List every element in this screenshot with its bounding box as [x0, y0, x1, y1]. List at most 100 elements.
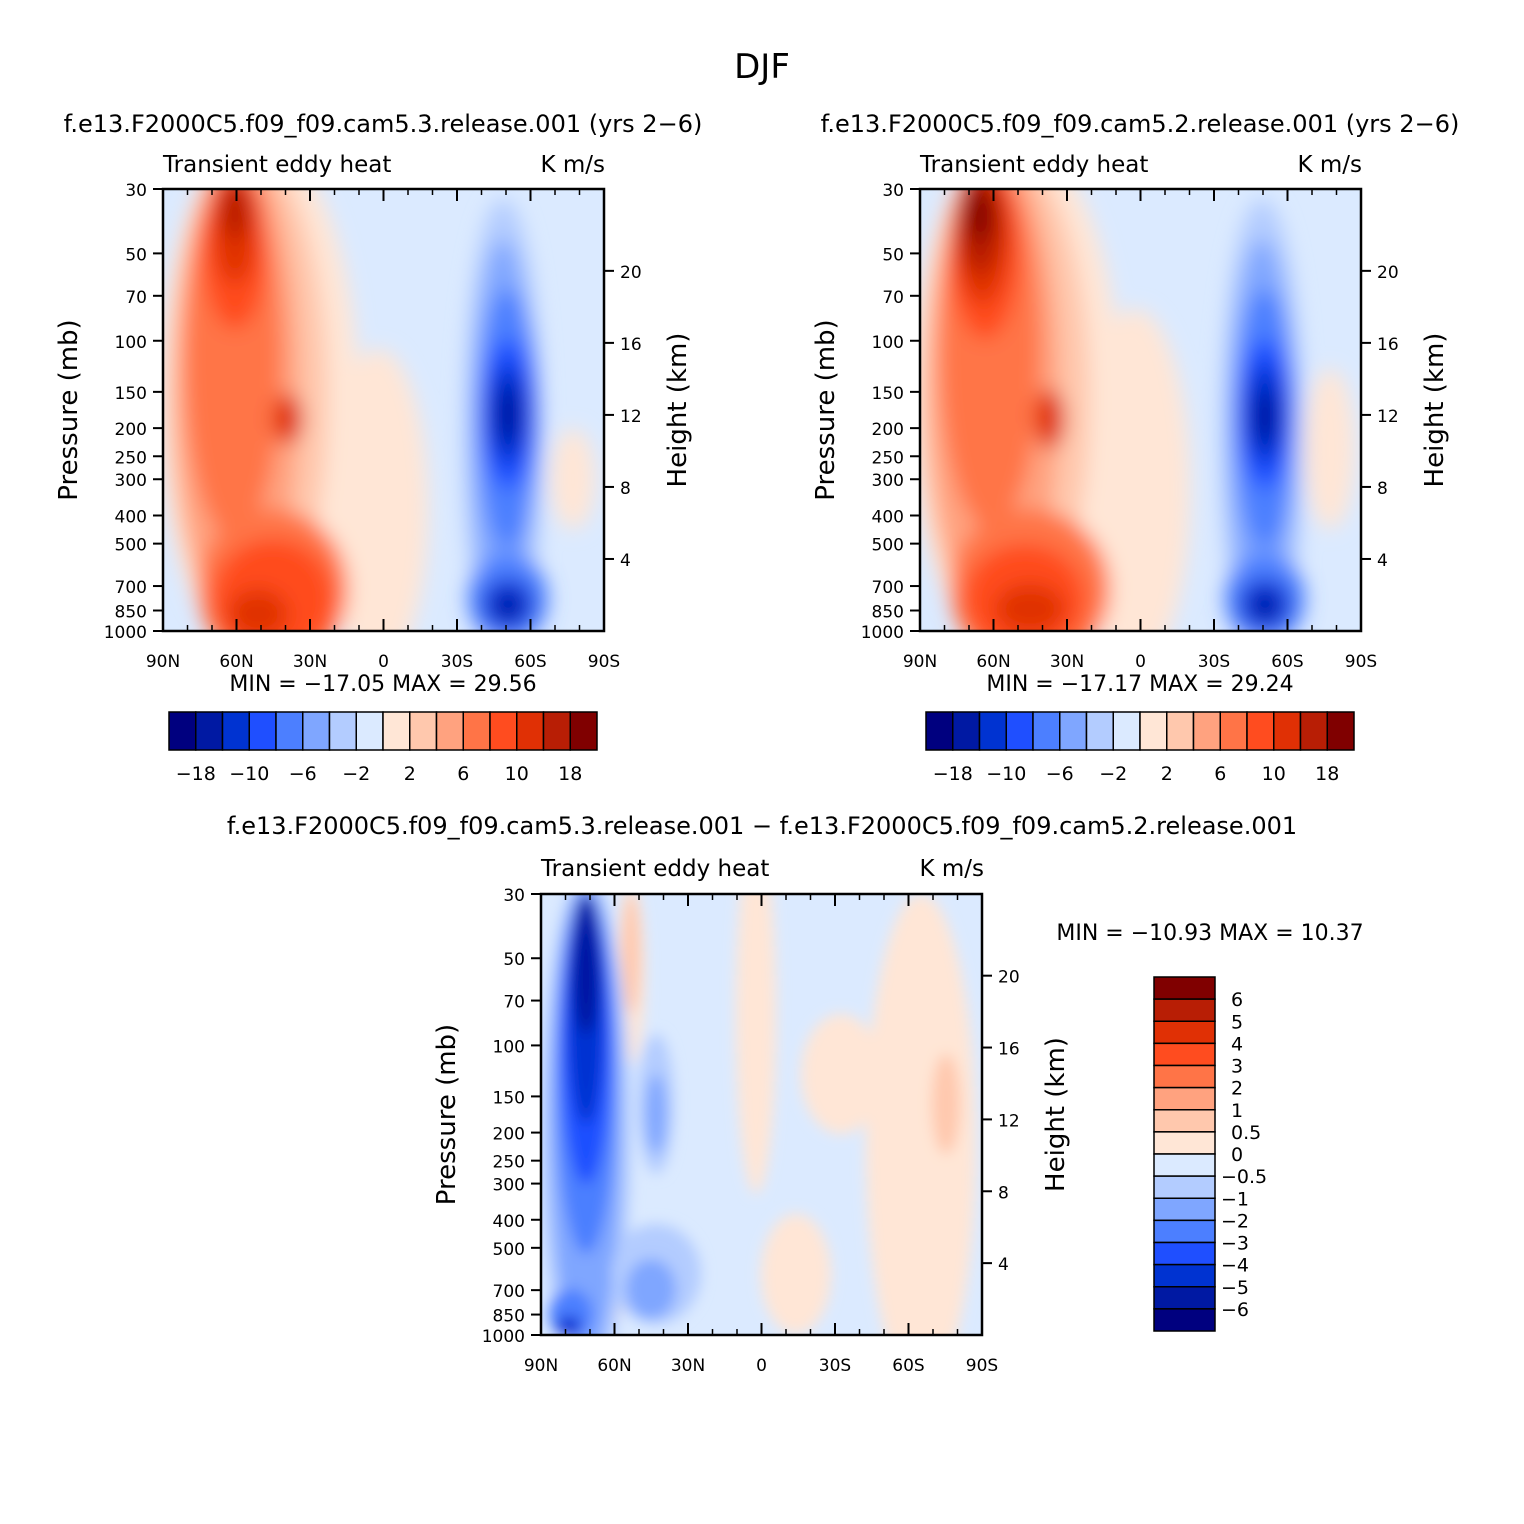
- colorbar-swatch: [569, 711, 598, 751]
- colorbar-swatch: [1032, 711, 1061, 751]
- colorbar-swatch: [1153, 1219, 1216, 1244]
- colorbar-swatch: [1166, 711, 1195, 751]
- colorbar-swatch: [1219, 711, 1248, 751]
- colorbar-label: 1: [1231, 1100, 1243, 1122]
- pressure-tick-label: 50: [882, 245, 904, 265]
- colorbar-swatch: [1153, 1308, 1216, 1332]
- pressure-tick-label: 400: [115, 508, 147, 528]
- colorbar-label: 18: [1315, 763, 1339, 785]
- pressure-tick-label: 1000: [104, 623, 147, 643]
- colorbar-swatch: [1139, 711, 1168, 751]
- lat-tick-label: 30S: [1198, 652, 1230, 672]
- pressure-tick-label: 500: [493, 1240, 525, 1260]
- colorbar-label: −4: [1221, 1255, 1249, 1277]
- colorbar: −18 −10 −6 −2 2 6 10 18: [168, 711, 598, 785]
- colorbar-swatch: [1153, 998, 1216, 1022]
- colorbar-swatch: [382, 711, 411, 751]
- colorbar-swatch: [1153, 976, 1216, 1000]
- height-tick-label: 16: [1377, 335, 1399, 355]
- colorbar-label: 2: [404, 763, 416, 785]
- lat-tick-label: 90S: [588, 652, 620, 672]
- colorbar-label: −18: [176, 763, 216, 785]
- pressure-tick-label: 850: [872, 603, 904, 623]
- panel-stats: MIN = −10.93 MAX = 10.37: [1056, 921, 1363, 946]
- colorbar-label: 2: [1161, 763, 1173, 785]
- panel-cam53: f.e13.F2000C5.f09_f09.cam5.3.release.001…: [54, 110, 702, 785]
- pressure-tick-label: 100: [115, 333, 147, 353]
- colorbar-swatch: [952, 711, 981, 751]
- colorbar-label: −10: [229, 763, 269, 785]
- y-axis-title: Pressure (mb): [54, 319, 84, 500]
- pressure-tick-label: 100: [493, 1037, 525, 1057]
- colorbar-label: −3: [1221, 1233, 1249, 1255]
- pressure-tick-label: 200: [115, 420, 147, 440]
- colorbar-swatch: [542, 711, 571, 751]
- colorbar: −18 −10 −6 −2 2 6 10 18: [925, 711, 1355, 785]
- lat-tick-label: 30S: [441, 652, 473, 672]
- pressure-tick-label: 250: [872, 448, 904, 468]
- lat-tick-label: 30S: [819, 1356, 851, 1376]
- colorbar-label: −18: [933, 763, 973, 785]
- y-axis-title: Pressure (mb): [432, 1024, 462, 1205]
- lat-tick-label: 0: [1135, 652, 1146, 672]
- pressure-tick-label: 300: [872, 471, 904, 491]
- pressure-tick-label: 150: [493, 1088, 525, 1108]
- lat-tick-label: 90S: [1345, 652, 1377, 672]
- lat-tick-label: 90N: [524, 1356, 558, 1376]
- lat-tick-label: 30N: [1050, 652, 1084, 672]
- colorbar-swatch: [221, 711, 250, 751]
- height-tick-label: 20: [1377, 263, 1399, 283]
- lat-tick-label: 60N: [976, 652, 1010, 672]
- height-tick-label: 8: [620, 479, 631, 499]
- colorbar-swatch: [1153, 1263, 1216, 1288]
- colorbar-swatch: [168, 711, 197, 751]
- pressure-tick-label: 1000: [482, 1327, 525, 1347]
- pressure-tick-label: 300: [493, 1176, 525, 1196]
- colorbar-swatch: [195, 711, 224, 751]
- pressure-tick-label: 500: [115, 536, 147, 556]
- panel-title: f.e13.F2000C5.f09_f09.cam5.3.release.001…: [227, 812, 1297, 840]
- colorbar-label: −2: [1099, 763, 1127, 785]
- colorbar-label: 0: [1231, 1144, 1243, 1166]
- pressure-tick-label: 400: [493, 1212, 525, 1232]
- colorbar-swatch: [302, 711, 331, 751]
- pressure-tick-label: 700: [872, 578, 904, 598]
- pressure-tick-label: 850: [115, 603, 147, 623]
- lat-tick-label: 60N: [597, 1356, 631, 1376]
- colorbar-swatch: [1153, 1064, 1216, 1089]
- colorbar-label: −1: [1221, 1188, 1249, 1210]
- pressure-tick-label: 200: [872, 420, 904, 440]
- lat-tick-label: 60N: [219, 652, 253, 672]
- contour-plot: [920, 189, 1361, 631]
- colorbar-swatch: [925, 711, 954, 751]
- colorbar-swatch: [1153, 1042, 1216, 1067]
- colorbar-swatch: [1153, 1197, 1216, 1222]
- colorbar-label: −2: [342, 763, 370, 785]
- pressure-tick-label: 400: [872, 508, 904, 528]
- colorbar-swatch: [489, 711, 518, 751]
- colorbar-label: −6: [1046, 763, 1074, 785]
- height-tick-label: 8: [1377, 479, 1388, 499]
- panel-units-label: K m/s: [919, 856, 984, 882]
- colorbar-label: 4: [1231, 1033, 1243, 1055]
- height-tick-label: 4: [998, 1255, 1009, 1275]
- height-tick-label: 20: [620, 263, 642, 283]
- height-tick-label: 8: [998, 1183, 1009, 1203]
- colorbar-swatch: [1153, 1241, 1216, 1266]
- page-title: DJF: [734, 47, 790, 87]
- panel-left-label: Transient eddy heat: [540, 856, 769, 882]
- colorbar-swatch: [1246, 711, 1275, 751]
- panel-stats: MIN = −17.05 MAX = 29.56: [229, 672, 536, 697]
- colorbar-swatch: [1153, 1131, 1216, 1155]
- colorbar-label: 3: [1231, 1056, 1243, 1078]
- panel-left-label: Transient eddy heat: [162, 152, 391, 178]
- pressure-tick-label: 1000: [861, 623, 904, 643]
- lat-tick-label: 90N: [146, 652, 180, 672]
- colorbar-swatch: [248, 711, 277, 751]
- pressure-tick-label: 300: [115, 471, 147, 491]
- pressure-tick-label: 30: [503, 886, 525, 906]
- panel-title: f.e13.F2000C5.f09_f09.cam5.2.release.001…: [821, 110, 1460, 138]
- colorbar-swatch: [1153, 1086, 1216, 1111]
